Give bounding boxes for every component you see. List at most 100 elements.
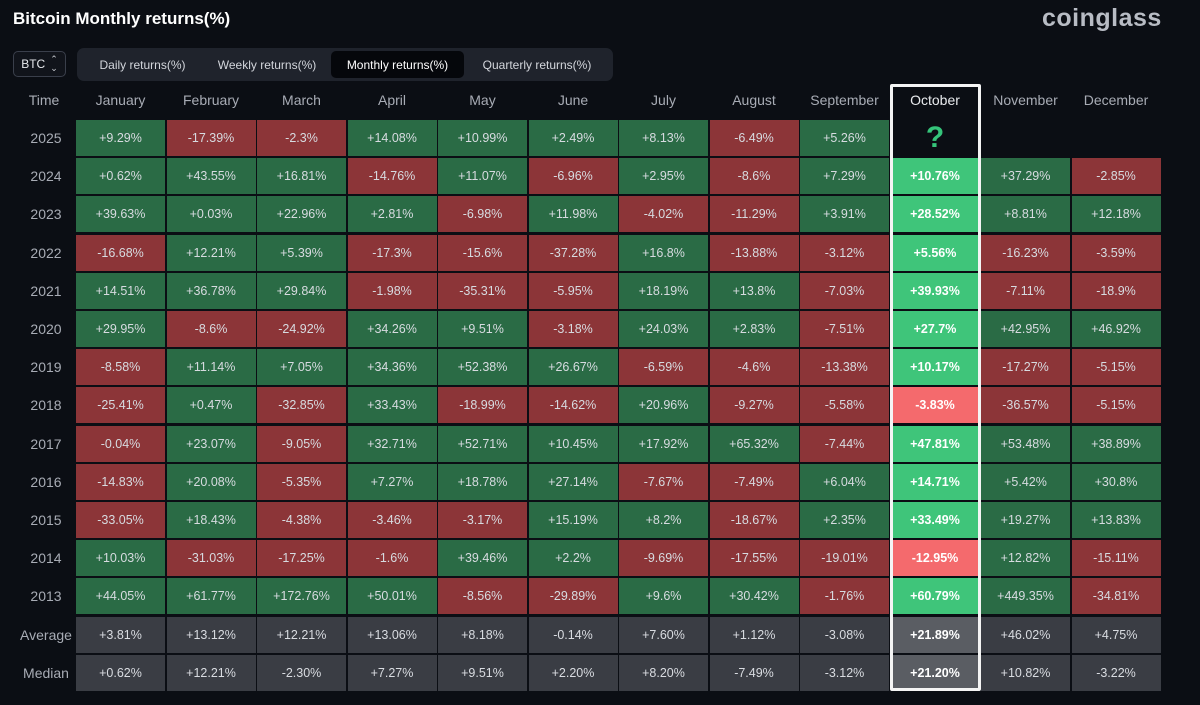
row-label: 2025	[30, 130, 62, 146]
heatmap-cell: +30.8%	[1071, 463, 1161, 500]
heatmap-cell: -2.85%	[1071, 158, 1161, 195]
heatmap-cell: +36.78%	[166, 272, 256, 309]
heatmap-cell: -18.67%	[709, 502, 799, 538]
heatmap-cell: +11.98%	[528, 196, 618, 233]
row-label: 2014	[30, 550, 62, 567]
heatmap-cell: -36.57%	[981, 387, 1070, 424]
heatmap-cell: +52.71%	[438, 425, 527, 462]
heatmap-cell: -7.11%	[981, 272, 1070, 309]
heatmap-cell: -3.12%	[800, 234, 889, 271]
heatmap-cell: -13.38%	[800, 349, 889, 386]
heatmap-cell: -18.99%	[438, 387, 527, 424]
heatmap-cell: +8.81%	[981, 196, 1070, 233]
heatmap-cell: +16.81%	[257, 158, 346, 195]
heatmap-cell: +449.35%	[981, 578, 1070, 615]
heatmap-cell: -17.27%	[981, 349, 1070, 386]
heatmap-cell: +42.95%	[981, 311, 1070, 347]
heatmap-cell: -32.85%	[257, 387, 346, 424]
heatmap-cell: -17.39%	[166, 120, 256, 156]
asset-select-value: BTC	[21, 57, 46, 71]
heatmap-cell: -4.6%	[709, 349, 799, 386]
heatmap-cell: +53.48%	[981, 425, 1070, 462]
heatmap-cell: +39.93%	[890, 272, 980, 309]
row-label: 2023	[30, 206, 62, 223]
heatmap-cell: +32.71%	[347, 425, 437, 462]
heatmap-cell: +33.49%	[890, 502, 980, 538]
tab-weekly-returns[interactable]: Weekly returns(%)	[217, 57, 317, 72]
tab-daily-returns[interactable]: Daily returns(%)	[99, 57, 186, 72]
heatmap-cell: -34.81%	[1071, 578, 1161, 615]
heatmap-cell: +12.82%	[981, 540, 1070, 577]
heatmap-cell: -9.27%	[709, 387, 799, 424]
heatmap-cell: +18.43%	[166, 502, 256, 538]
column-header-february: February	[182, 92, 240, 108]
heatmap-cell: -0.14%	[528, 616, 618, 653]
heatmap-cell: -7.44%	[800, 425, 889, 462]
heatmap-cell: -1.98%	[347, 272, 437, 309]
heatmap-cell: -8.6%	[709, 158, 799, 195]
tab-monthly-returns[interactable]: Monthly returns(%)	[331, 51, 464, 78]
heatmap-cell: +13.12%	[166, 616, 256, 653]
heatmap-cell: +9.29%	[76, 120, 165, 156]
heatmap-cell: +0.03%	[166, 196, 256, 233]
heatmap-cell: -16.68%	[76, 234, 165, 271]
heatmap-cell: +14.51%	[76, 272, 165, 309]
heatmap-cell: -19.01%	[800, 540, 889, 577]
heatmap-cell: -4.02%	[619, 196, 708, 233]
heatmap-cell: +2.49%	[528, 120, 618, 156]
row-label: 2017	[30, 435, 62, 452]
heatmap-cell: +9.51%	[438, 311, 527, 347]
heatmap-cell: -5.15%	[1071, 349, 1161, 386]
column-header-august: August	[732, 92, 776, 108]
heatmap-cell: -7.49%	[709, 654, 799, 691]
heatmap-cell: +13.8%	[709, 272, 799, 309]
column-header-october: October	[910, 92, 960, 108]
heatmap-cell: +172.76%	[257, 578, 346, 615]
heatmap-cell: +39.63%	[76, 196, 165, 233]
row-label: Median	[23, 664, 69, 681]
row-label: Average	[20, 626, 72, 643]
heatmap-cell: +2.2%	[528, 540, 618, 577]
asset-select[interactable]: BTC ⌃ ⌄	[13, 51, 66, 77]
heatmap-cell: -6.59%	[619, 349, 708, 386]
heatmap-cell: -15.11%	[1071, 540, 1161, 577]
heatmap-cell: +10.17%	[890, 349, 980, 386]
heatmap-cell: +20.96%	[619, 387, 708, 424]
heatmap-cell: +9.6%	[619, 578, 708, 615]
heatmap-cell: +27.14%	[528, 463, 618, 500]
heatmap-cell: +50.01%	[347, 578, 437, 615]
heatmap-cell: -7.51%	[800, 311, 889, 347]
heatmap-cell: -3.17%	[438, 502, 527, 538]
heatmap-cell: -5.58%	[800, 387, 889, 424]
heatmap-cell: -2.3%	[257, 120, 346, 156]
heatmap-cell: +27.7%	[890, 311, 980, 347]
heatmap-cell: -5.95%	[528, 272, 618, 309]
heatmap-cell: -5.15%	[1071, 387, 1161, 424]
heatmap-cell: +13.83%	[1071, 502, 1161, 538]
column-header-december: December	[1083, 92, 1149, 108]
heatmap-cell: -17.55%	[709, 540, 799, 577]
heatmap-cell: +12.21%	[166, 234, 256, 271]
heatmap-cell: -1.6%	[347, 540, 437, 577]
heatmap-cell: +2.20%	[528, 654, 618, 691]
heatmap-cell: -7.49%	[709, 463, 799, 500]
returns-period-tabs: Daily returns(%) Weekly returns(%) Month…	[77, 48, 613, 81]
heatmap-cell: +7.05%	[257, 349, 346, 386]
heatmap-cell: +7.29%	[800, 158, 889, 195]
heatmap-cell: -2.30%	[257, 654, 346, 691]
row-label: 2016	[30, 473, 62, 490]
heatmap-cell: +33.43%	[347, 387, 437, 424]
heatmap-cell: +61.77%	[166, 578, 256, 615]
tab-quarterly-returns[interactable]: Quarterly returns(%)	[482, 57, 592, 72]
heatmap-cell: -37.28%	[528, 234, 618, 271]
heatmap-cell: -14.76%	[347, 158, 437, 195]
column-header-july: July	[651, 92, 676, 108]
column-header-may: May	[469, 92, 496, 108]
heatmap-cell: +11.07%	[438, 158, 527, 195]
heatmap-cell: -17.25%	[257, 540, 346, 577]
heatmap-cell: +7.27%	[347, 654, 437, 691]
heatmap-cell: +3.81%	[76, 616, 165, 653]
heatmap-cell: +8.18%	[438, 616, 527, 653]
heatmap-cell: +43.55%	[166, 158, 256, 195]
heatmap-cell: +14.08%	[347, 120, 437, 156]
